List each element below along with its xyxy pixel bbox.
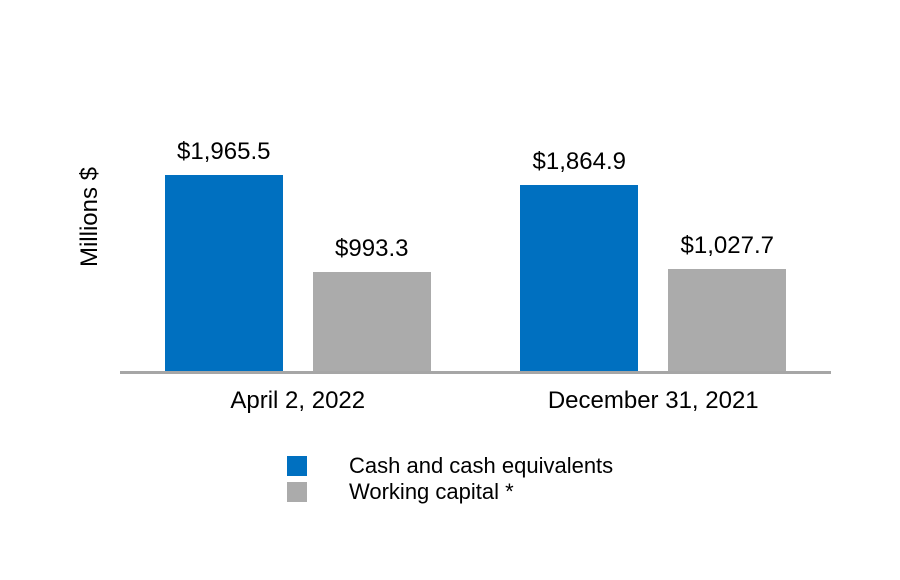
bar-group-april-2-2022: $1,965.5 $993.3 bbox=[120, 138, 476, 371]
bar-working-capital-dec2021 bbox=[668, 269, 787, 371]
bar-cash-apr2022 bbox=[164, 175, 283, 371]
legend: Cash and cash equivalents Working capita… bbox=[287, 454, 613, 503]
legend-label-working-capital: Working capital * bbox=[349, 479, 514, 504]
data-label-working-capital-apr2022: $993.3 bbox=[335, 235, 409, 262]
bar-working-capital-apr2022 bbox=[312, 272, 431, 371]
legend-label-cash: Cash and cash equivalents bbox=[349, 453, 614, 478]
x-axis-line bbox=[120, 371, 831, 374]
bar-wrap-cash-apr2022: $1,965.5 bbox=[164, 138, 283, 371]
bar-wrap-cash-dec2021: $1,864.9 bbox=[520, 148, 639, 371]
data-label-cash-dec2021: $1,864.9 bbox=[532, 148, 626, 175]
data-label-working-capital-dec2021: $1,027.7 bbox=[680, 232, 774, 259]
x-axis-label-december-31-2021: December 31, 2021 bbox=[547, 387, 759, 414]
plot-area: $1,965.5 $993.3 $1,864.9 $1,027.7 bbox=[120, 0, 831, 371]
x-axis-label-april-2-2022: April 2, 2022 bbox=[230, 387, 366, 414]
legend-swatch-cash bbox=[287, 455, 307, 476]
bar-wrap-working-capital-dec2021: $1,027.7 bbox=[668, 232, 787, 371]
data-label-cash-apr2022: $1,965.5 bbox=[177, 138, 271, 165]
legend-swatch-working-capital bbox=[287, 481, 307, 502]
bar-wrap-working-capital-apr2022: $993.3 bbox=[312, 235, 431, 371]
bar-cash-dec2021 bbox=[520, 185, 639, 371]
bar-group-december-31-2021: $1,864.9 $1,027.7 bbox=[476, 148, 832, 371]
x-axis-labels: April 2, 2022 December 31, 2021 bbox=[120, 387, 831, 415]
y-axis-title: Millions $ bbox=[76, 166, 103, 268]
